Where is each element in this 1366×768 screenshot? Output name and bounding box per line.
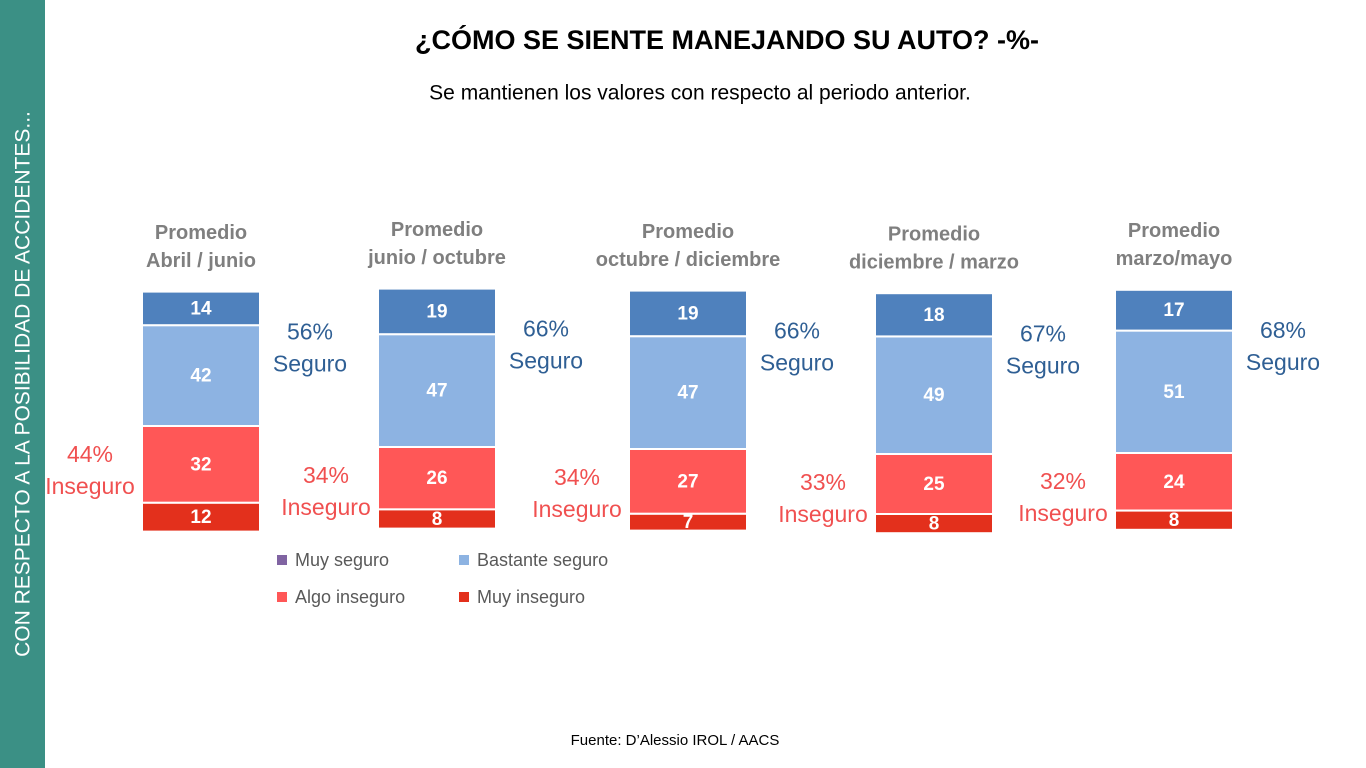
legend-swatch [277, 555, 287, 565]
safe-word: Seguro [273, 351, 347, 377]
safe-total: 56% [287, 319, 333, 345]
unsafe-word: Inseguro [45, 473, 135, 499]
category-label: Promedio [155, 222, 247, 244]
legend-label: Algo inseguro [295, 587, 405, 607]
category-label: octubre / diciembre [596, 249, 781, 271]
segment-label: 47 [677, 383, 698, 404]
bar-segment [628, 448, 748, 515]
category-label: Promedio [642, 221, 734, 243]
legend-label: Muy seguro [295, 550, 389, 570]
bar-segment [377, 446, 497, 511]
segment-label: 8 [432, 509, 443, 530]
side-note: CON RESPECTO A LA POSIBILIDAD DE ACCIDEN… [12, 111, 35, 657]
bar-segment [874, 292, 994, 338]
unsafe-word: Inseguro [532, 496, 622, 522]
segment-label: 42 [190, 366, 211, 387]
chart-title: ¿CÓMO SE SIENTE MANEJANDO SU AUTO? -%- [415, 24, 1039, 55]
segment-label: 7 [683, 512, 694, 533]
bar-segment [141, 501, 261, 533]
bar-segment [377, 287, 497, 336]
bar-segment [1114, 509, 1234, 531]
segment-label: 26 [426, 468, 447, 489]
category-label: Promedio [1128, 220, 1220, 242]
bar-segment [1114, 288, 1234, 332]
segment-label: 24 [1163, 472, 1185, 493]
safe-word: Seguro [1246, 349, 1320, 375]
segment-label: 51 [1163, 382, 1185, 403]
bar-segment [377, 508, 497, 530]
safe-total: 67% [1020, 320, 1066, 346]
bar-segment [628, 512, 748, 532]
segment-label: 32 [190, 454, 211, 475]
safe-total: 66% [523, 316, 569, 342]
segment-label: 25 [923, 474, 945, 495]
segment-label: 8 [1169, 510, 1180, 531]
category-label: junio / octubre [367, 247, 506, 269]
category-label: diciembre / marzo [849, 251, 1019, 273]
segment-label: 49 [923, 385, 944, 406]
bar-segment [141, 290, 261, 327]
unsafe-total: 34% [554, 464, 600, 490]
unsafe-total: 32% [1040, 468, 1086, 494]
segment-label: 19 [677, 303, 698, 324]
legend-swatch [459, 555, 469, 565]
segment-label: 17 [1163, 300, 1184, 321]
bar-segment [628, 289, 748, 338]
segment-label: 27 [677, 471, 698, 492]
legend-label: Bastante seguro [477, 550, 608, 570]
legend-swatch [459, 592, 469, 602]
unsafe-word: Inseguro [1018, 500, 1108, 526]
category-label: Promedio [391, 219, 483, 241]
chart-subtitle: Se mantienen los valores con respecto al… [429, 82, 971, 105]
segment-label: 14 [190, 298, 212, 319]
bar-segment [874, 513, 994, 535]
segment-label: 19 [426, 301, 447, 322]
bar-segment [628, 335, 748, 451]
safe-total: 68% [1260, 317, 1306, 343]
segment-label: 47 [426, 381, 447, 402]
safe-word: Seguro [509, 348, 583, 374]
bar-segment [141, 425, 261, 504]
bar-segment [141, 324, 261, 428]
unsafe-total: 34% [303, 462, 349, 488]
segment-label: 18 [923, 305, 944, 326]
unsafe-word: Inseguro [778, 501, 868, 527]
category-label: Abril / junio [146, 250, 256, 272]
legend-label: Muy inseguro [477, 587, 585, 607]
unsafe-word: Inseguro [281, 494, 371, 520]
bar-segment [1114, 452, 1234, 512]
segment-label: 8 [929, 514, 940, 535]
safe-word: Seguro [1006, 352, 1080, 378]
safe-total: 66% [774, 318, 820, 344]
unsafe-total: 44% [67, 441, 113, 467]
legend-swatch [277, 592, 287, 602]
bar-segment [874, 453, 994, 515]
sidebar [0, 0, 45, 768]
segment-label: 12 [190, 507, 211, 528]
unsafe-total: 33% [800, 469, 846, 495]
safe-word: Seguro [760, 350, 834, 376]
source: Fuente: D’Alessio IROL / AACS [571, 732, 780, 749]
category-label: Promedio [888, 223, 980, 245]
category-label: marzo/mayo [1116, 248, 1233, 270]
